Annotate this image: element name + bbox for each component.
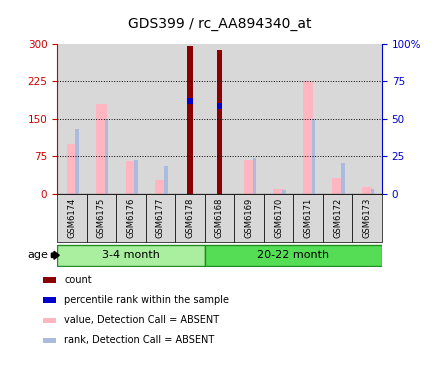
Bar xyxy=(234,44,263,194)
Bar xyxy=(145,194,175,242)
Text: rank, Detection Call = ABSENT: rank, Detection Call = ABSENT xyxy=(64,335,214,346)
Bar xyxy=(234,194,263,242)
Bar xyxy=(263,44,293,194)
Bar xyxy=(116,194,145,242)
Bar xyxy=(244,160,254,194)
Text: GSM6170: GSM6170 xyxy=(273,198,283,238)
Bar xyxy=(155,180,165,194)
Bar xyxy=(67,144,77,194)
Bar xyxy=(340,163,344,194)
Bar xyxy=(175,44,204,194)
Text: GSM6174: GSM6174 xyxy=(67,198,76,238)
Bar xyxy=(263,194,293,242)
Bar xyxy=(322,44,352,194)
Bar xyxy=(57,44,86,194)
Bar xyxy=(204,194,234,242)
Bar xyxy=(43,317,56,323)
Bar xyxy=(293,44,322,194)
Bar xyxy=(116,44,145,194)
Bar xyxy=(96,104,106,194)
Bar xyxy=(43,297,56,303)
Bar xyxy=(352,194,381,242)
Text: GSM6177: GSM6177 xyxy=(155,198,165,238)
Bar xyxy=(322,194,352,242)
Text: 20-22 month: 20-22 month xyxy=(257,250,328,260)
Bar xyxy=(86,44,116,194)
Bar xyxy=(273,189,283,194)
Bar xyxy=(352,44,381,194)
Bar xyxy=(332,178,342,194)
Bar xyxy=(187,98,192,104)
Text: 3-4 month: 3-4 month xyxy=(102,250,159,260)
Bar xyxy=(43,337,56,343)
Bar xyxy=(361,187,371,194)
Text: GSM6171: GSM6171 xyxy=(303,198,312,238)
Bar xyxy=(293,194,322,242)
Text: GSM6169: GSM6169 xyxy=(244,198,253,238)
Bar xyxy=(105,119,108,194)
Bar xyxy=(204,244,381,266)
Bar xyxy=(57,244,204,266)
Bar xyxy=(216,104,222,109)
Bar xyxy=(116,44,145,194)
Text: GSM6178: GSM6178 xyxy=(185,198,194,238)
Bar xyxy=(282,190,285,194)
Bar xyxy=(252,158,255,194)
Bar xyxy=(293,44,322,194)
Bar xyxy=(204,44,234,194)
Bar xyxy=(86,194,116,242)
Text: count: count xyxy=(64,275,92,285)
Bar xyxy=(175,44,204,194)
Bar xyxy=(125,161,136,194)
Bar xyxy=(322,44,352,194)
Text: GDS399 / rc_AA894340_at: GDS399 / rc_AA894340_at xyxy=(127,17,311,31)
Bar xyxy=(57,44,86,194)
Bar xyxy=(263,44,293,194)
Text: percentile rank within the sample: percentile rank within the sample xyxy=(64,295,229,305)
Bar xyxy=(302,82,313,194)
Bar xyxy=(204,44,234,194)
Text: value, Detection Call = ABSENT: value, Detection Call = ABSENT xyxy=(64,315,219,325)
Bar xyxy=(134,160,138,194)
Text: GSM6175: GSM6175 xyxy=(97,198,106,238)
Bar xyxy=(145,44,175,194)
Bar xyxy=(352,44,381,194)
Bar xyxy=(370,189,374,194)
Bar xyxy=(145,44,175,194)
Text: GSM6176: GSM6176 xyxy=(126,198,135,238)
Bar xyxy=(187,46,192,194)
Bar xyxy=(86,44,116,194)
Bar xyxy=(234,44,263,194)
Text: GSM6172: GSM6172 xyxy=(332,198,341,238)
Bar xyxy=(311,119,314,194)
Bar xyxy=(43,277,56,283)
Text: GSM6173: GSM6173 xyxy=(362,198,371,238)
Text: GSM6168: GSM6168 xyxy=(215,198,223,238)
Bar xyxy=(57,194,86,242)
Text: age: age xyxy=(27,250,48,260)
Bar xyxy=(164,167,167,194)
Bar xyxy=(175,194,204,242)
Bar xyxy=(216,50,222,194)
Bar xyxy=(75,129,79,194)
